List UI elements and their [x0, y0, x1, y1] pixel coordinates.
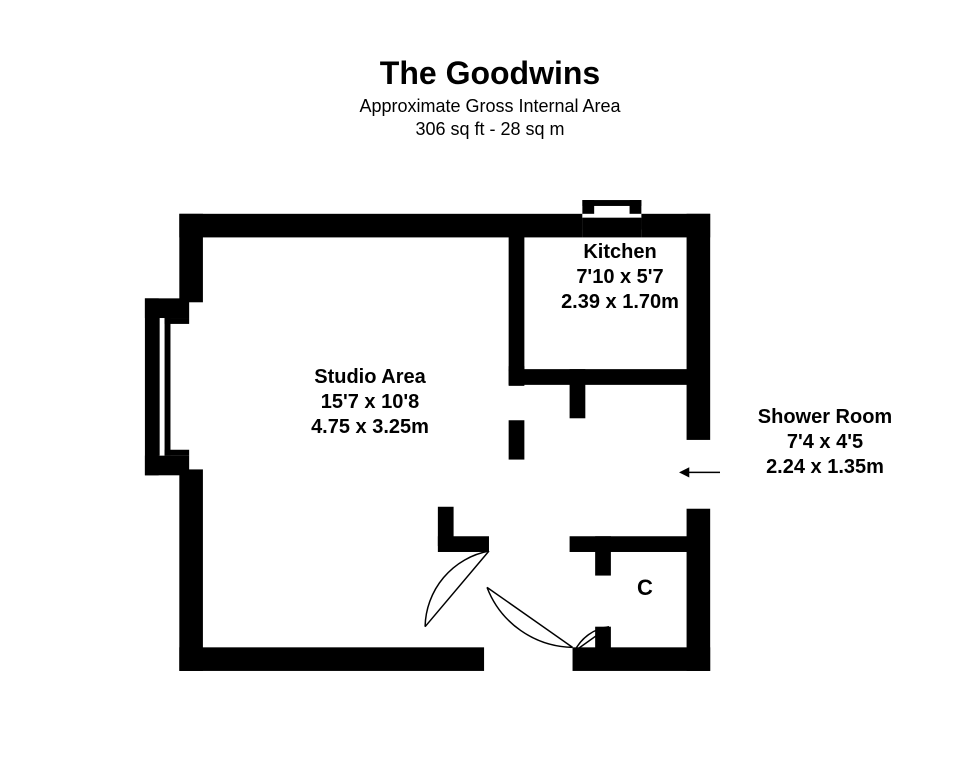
shower-imperial: 7'4 x 4'5	[735, 430, 915, 455]
plan-subtitle: Approximate Gross Internal Area	[0, 96, 980, 117]
header: The Goodwins Approximate Gross Internal …	[0, 55, 980, 140]
closet-label: C	[637, 575, 653, 601]
shower-metric: 2.24 x 1.35m	[735, 455, 915, 480]
studio-name: Studio Area	[270, 365, 470, 390]
floorplan: Kitchen 7'10 x 5'7 2.39 x 1.70m Studio A…	[140, 190, 720, 655]
studio-imperial: 15'7 x 10'8	[270, 390, 470, 415]
plan-title: The Goodwins	[0, 55, 980, 92]
shower-name: Shower Room	[735, 405, 915, 430]
plan-area: 306 sq ft - 28 sq m	[0, 119, 980, 140]
kitchen-name: Kitchen	[520, 240, 720, 265]
shower-label: Shower Room 7'4 x 4'5 2.24 x 1.35m	[735, 405, 915, 480]
kitchen-label: Kitchen 7'10 x 5'7 2.39 x 1.70m	[520, 240, 720, 315]
studio-label: Studio Area 15'7 x 10'8 4.75 x 3.25m	[270, 365, 470, 440]
kitchen-metric: 2.39 x 1.70m	[520, 290, 720, 315]
kitchen-imperial: 7'10 x 5'7	[520, 265, 720, 290]
studio-metric: 4.75 x 3.25m	[270, 415, 470, 440]
